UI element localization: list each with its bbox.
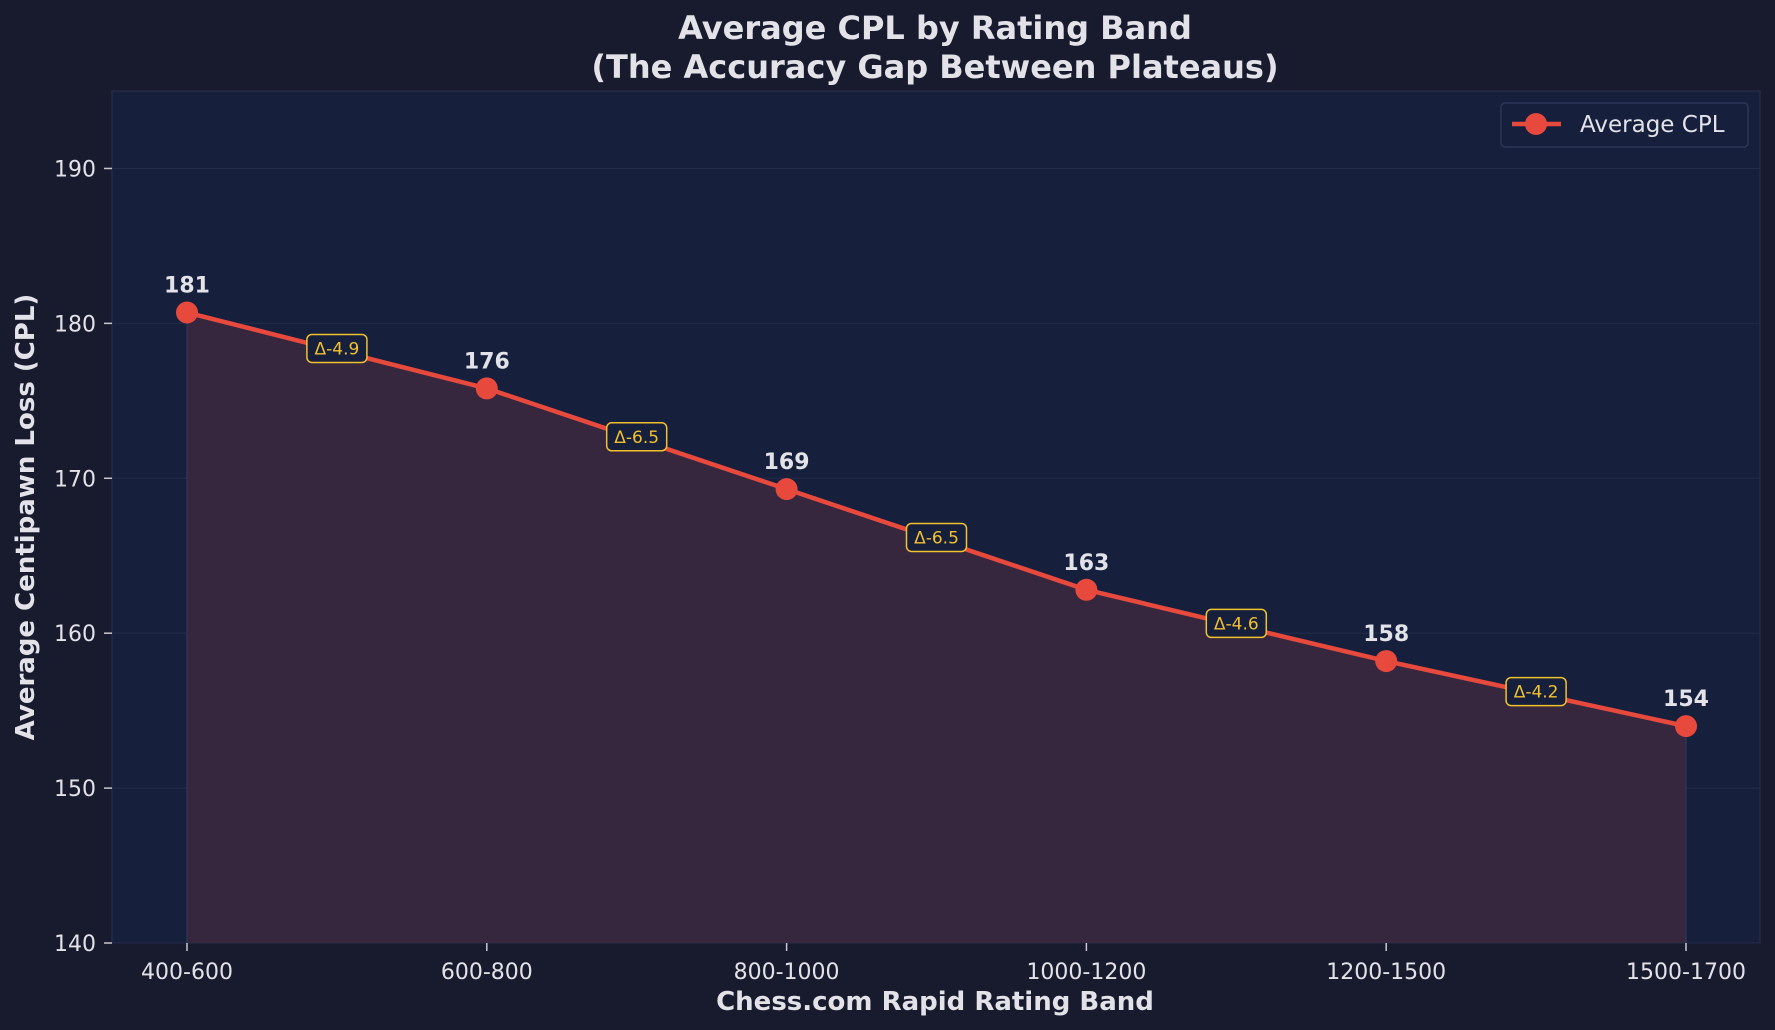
- y-tick-label: 140: [54, 932, 96, 957]
- data-point: [1375, 650, 1398, 673]
- delta-annotations: Δ-4.9 Δ-6.5 Δ-6.5 Δ-4.6 Δ-4.2: [306, 333, 1567, 707]
- y-tick-label: 160: [54, 622, 96, 647]
- data-label: 154: [1663, 687, 1709, 712]
- y-tick-label: 150: [54, 777, 96, 802]
- legend-box: [1500, 102, 1749, 148]
- x-tick-label: 1000-1200: [1026, 960, 1146, 985]
- x-tick-label: 600-800: [441, 960, 533, 985]
- x-tick-label: 800-1000: [734, 960, 840, 985]
- data-point: [176, 301, 198, 324]
- y-tick-label: 190: [54, 157, 96, 182]
- data-labels: 181 176 169 163 158 154: [164, 274, 1709, 713]
- y-tick-label: 180: [54, 312, 96, 337]
- y-axis-ticks: 140 150 160 170 180 190: [54, 157, 112, 957]
- y-axis-label: Average Centipawn Loss (CPL): [11, 294, 41, 741]
- x-axis-label: Chess.com Rapid Rating Band: [716, 987, 1154, 1017]
- legend: Average CPL: [1500, 102, 1749, 148]
- data-label: 158: [1363, 622, 1409, 647]
- legend-marker: [1525, 113, 1547, 135]
- delta-label: Δ-4.9: [314, 339, 359, 359]
- x-axis-ticks: 400-600 600-800 800-1000 1000-1200 1200-1500…: [141, 943, 1746, 985]
- chart-title: Average CPL by Rating Band: [678, 9, 1192, 47]
- data-label: 163: [1063, 551, 1109, 576]
- legend-label: Average CPL: [1580, 112, 1725, 138]
- data-point: [775, 478, 798, 501]
- area-fill: [187, 312, 1686, 943]
- y-tick-label: 170: [54, 467, 96, 492]
- delta-box: [605, 422, 668, 452]
- chart-subtitle: (The Accuracy Gap Between Plateaus): [591, 48, 1278, 86]
- data-point: [1075, 578, 1098, 601]
- delta-box: [306, 333, 368, 364]
- x-tick-label: 1500-1700: [1626, 960, 1746, 985]
- x-tick-label: 1200-1500: [1326, 960, 1446, 985]
- delta-box: [1205, 608, 1268, 639]
- area-edges: [186, 312, 1687, 943]
- delta-label: Δ-6.5: [614, 428, 659, 448]
- x-tick-label: 400-600: [141, 960, 233, 985]
- data-point: [1675, 715, 1697, 738]
- delta-label: Δ-4.6: [1214, 614, 1259, 634]
- data-point: [475, 377, 498, 400]
- delta-box: [905, 522, 968, 553]
- data-label: 181: [164, 274, 210, 299]
- delta-box: [1505, 676, 1567, 707]
- data-label: 176: [464, 349, 510, 374]
- data-points: [176, 301, 1697, 738]
- data-label: 169: [764, 450, 810, 475]
- delta-label: Δ-6.5: [914, 528, 959, 548]
- delta-label: Δ-4.2: [1514, 683, 1559, 703]
